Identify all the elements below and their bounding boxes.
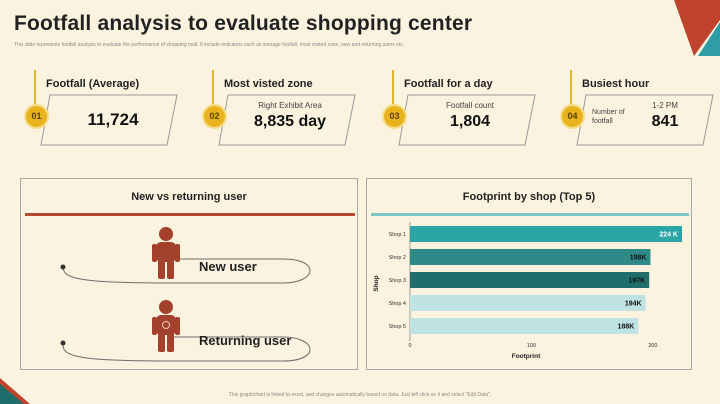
data-label: 188K: [618, 324, 635, 331]
panel-divider: [371, 213, 689, 216]
returning-user-person-icon: [152, 300, 180, 352]
bar: [410, 272, 650, 288]
kpi-sub: 1-2 PM: [652, 101, 678, 110]
footprint-bar-chart: Shop 1 224 K Shop 2 198K Shop 3 197K Shop 4 194…: [373, 222, 682, 360]
chart-title: Footprint by shop (Top 5): [462, 191, 596, 203]
bar: [410, 318, 639, 334]
page-subtitle: This slide represents footfall analysis …: [14, 42, 405, 48]
return-arrow-icon: [162, 321, 170, 329]
kpi-sub: Footfall count: [445, 101, 495, 110]
kpi-sub: Right Exhibit Area: [258, 101, 322, 110]
kpi-label: Most visted zone: [224, 78, 313, 90]
kpi-sub-left: Number of footfall: [592, 109, 625, 125]
x-tick-label: 100: [527, 343, 536, 349]
kpi-value: 1,804: [449, 113, 491, 130]
data-label: 194K: [625, 301, 642, 308]
kpi-number-badge: 01: [24, 104, 49, 129]
bar: [410, 295, 646, 311]
kpi-card-busiest-hour: Busiest hour Number of footfall 1-2 PM 8…: [558, 70, 720, 160]
kpi-label: Footfall (Average): [46, 78, 140, 90]
connector-line: [62, 336, 311, 362]
data-label: 224 K: [659, 232, 678, 239]
kpi-number-badge: 02: [202, 104, 227, 129]
kpi-card-average-footfall: Footfall (Average) 11,724 01: [22, 70, 192, 160]
corner-decoration-bottom-left: [0, 378, 30, 404]
panel-title: New vs returning user: [131, 191, 247, 203]
kpi-value: 8,835 day: [253, 113, 327, 130]
y-tick-label: Shop 3: [389, 278, 406, 284]
bar: [410, 226, 682, 242]
connector-dot: [60, 264, 66, 270]
connector-dot: [60, 340, 66, 346]
x-tick-label: 0: [408, 343, 411, 349]
new-vs-returning-panel: New vs returning user New user Returning: [20, 178, 358, 370]
connector-line: [62, 258, 311, 284]
x-axis-label: Footprint: [512, 353, 541, 360]
x-tick-label: 200: [648, 343, 657, 349]
kpi-value: 841: [651, 113, 679, 130]
data-label: 197K: [628, 278, 645, 285]
kpi-card-most-visited-zone: Most visted zone Right Exhibit Area 8,83…: [200, 70, 370, 160]
kpi-value: 11,724: [87, 110, 139, 129]
corner-decoration-top-right: [674, 0, 720, 56]
new-user-label: New user: [199, 259, 257, 274]
kpi-label: Busiest hour: [582, 78, 650, 90]
new-user-person-icon: [152, 227, 180, 279]
page-title: Footfall analysis to evaluate shopping c…: [14, 12, 473, 35]
y-axis-label: Shop: [373, 275, 380, 291]
user-illustration: [60, 227, 311, 362]
data-label: 198K: [630, 255, 647, 262]
returning-user-label: Returning user: [199, 333, 292, 348]
kpi-label: Footfall for a day: [404, 78, 493, 90]
y-tick-label: Shop 4: [389, 301, 406, 307]
y-tick-label: Shop 2: [389, 255, 406, 261]
kpi-card-footfall-day: Footfall for a day Footfall count 1,804 …: [380, 70, 550, 160]
kpi-number-badge: 04: [560, 104, 585, 129]
y-tick-label: Shop 1: [389, 232, 406, 238]
panel-divider: [25, 213, 355, 216]
kpi-number-badge: 03: [382, 104, 407, 129]
y-tick-label: Shop 5: [389, 324, 406, 330]
footer-note: This graph/chart is linked to excel, and…: [228, 392, 492, 398]
bar: [410, 249, 651, 265]
